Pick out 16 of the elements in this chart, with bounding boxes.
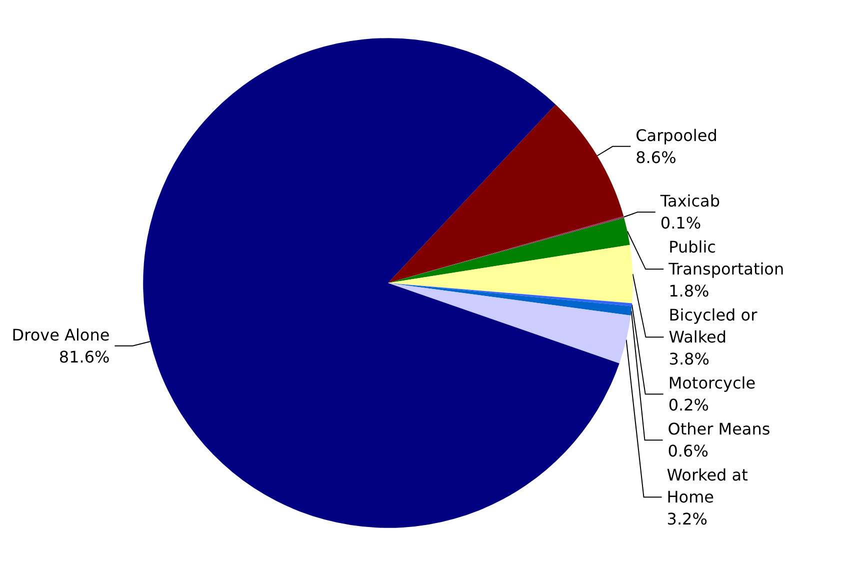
data-label: 3.2%	[666, 510, 708, 529]
slice-label: Carpooled	[636, 126, 718, 145]
slice-label: Bicycled or Walked	[668, 306, 762, 347]
data-label: 0.2%	[668, 396, 709, 415]
data-label: 3.8%	[668, 350, 710, 369]
slice-label: Motorcycle	[668, 374, 756, 393]
slice-label: Other Means	[668, 420, 770, 439]
slice-label: Worked at Home	[666, 466, 753, 507]
slice-label: Public Transportation	[668, 238, 784, 279]
slice-label: Taxicab	[659, 192, 720, 211]
data-label: 81.6%	[58, 347, 110, 366]
data-label: 8.6%	[636, 148, 676, 167]
data-label: 1.8%	[668, 282, 710, 301]
data-label: 0.6%	[668, 442, 708, 461]
slice-label: Drove Alone	[12, 325, 110, 344]
data-label: 0.1%	[660, 214, 702, 233]
